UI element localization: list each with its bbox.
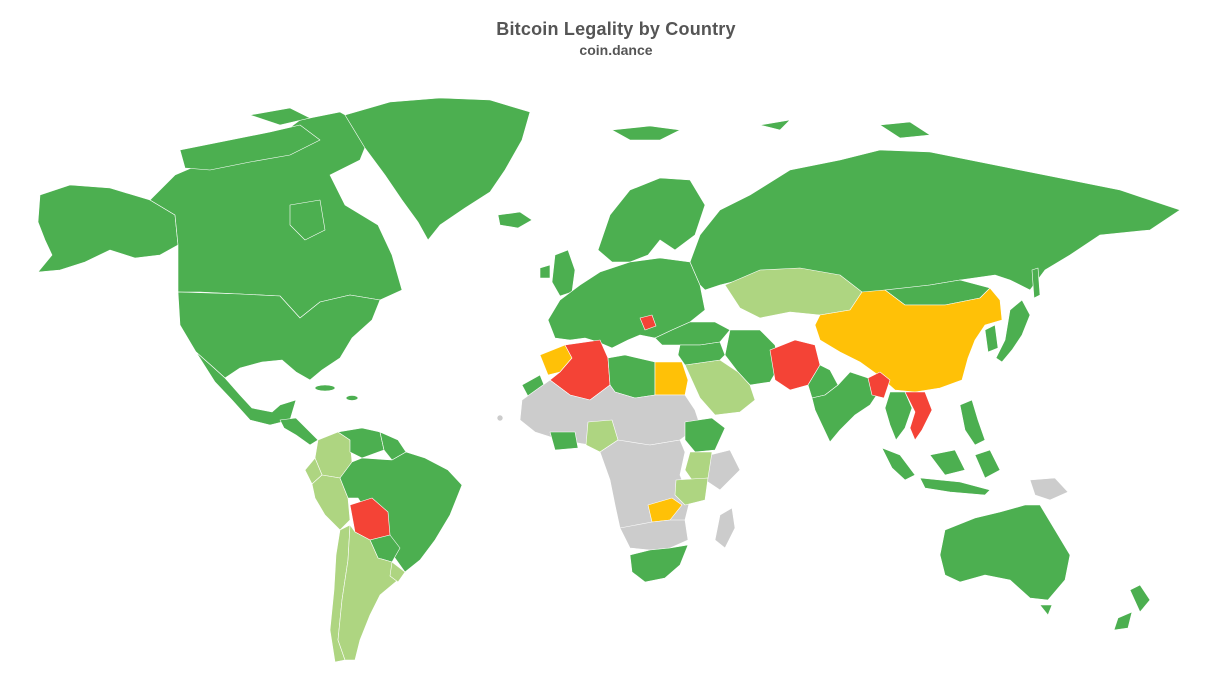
country-Egypt[interactable]	[654, 361, 689, 396]
country-Caribbean-2[interactable]	[345, 395, 359, 401]
country-Korea[interactable]	[984, 324, 999, 353]
country-Iceland[interactable]	[497, 211, 533, 229]
map-title: Bitcoin Legality by Country	[496, 19, 736, 39]
country-PNG[interactable]	[1029, 477, 1069, 501]
country-Vietnam[interactable]	[904, 391, 933, 441]
country-Bangladesh[interactable]	[867, 371, 891, 399]
country-Ghana[interactable]	[549, 431, 579, 451]
country-Philippines[interactable]	[959, 399, 986, 446]
country-Canada-islands[interactable]	[179, 107, 321, 171]
country-Turkey[interactable]	[654, 321, 731, 346]
country-Mexico[interactable]	[195, 351, 297, 426]
country-New-Zealand[interactable]	[1113, 584, 1151, 631]
country-South-Africa[interactable]	[629, 544, 689, 583]
country-Australia[interactable]	[939, 504, 1071, 601]
country-Uruguay[interactable]	[389, 561, 406, 583]
country-Iran[interactable]	[724, 329, 781, 386]
country-Venezuela[interactable]	[337, 427, 385, 459]
country-Peru[interactable]	[311, 474, 351, 531]
country-Zambia[interactable]	[647, 497, 683, 523]
country-Thailand[interactable]	[884, 391, 913, 441]
country-Tanzania[interactable]	[674, 477, 709, 506]
country-Arctic-islands[interactable]	[611, 119, 931, 141]
country-Caribbean[interactable]	[314, 384, 336, 392]
country-UK[interactable]	[539, 249, 576, 297]
country-Southern-Africa[interactable]	[619, 519, 689, 551]
country-CapeVerde[interactable]	[496, 414, 504, 422]
country-Japan[interactable]	[995, 299, 1031, 363]
country-Greenland[interactable]	[344, 97, 531, 241]
country-Argentina[interactable]	[337, 524, 399, 661]
country-Brazil[interactable]	[339, 451, 463, 573]
country-Libya[interactable]	[607, 354, 656, 399]
country-Levant[interactable]	[677, 341, 726, 366]
country-Ethiopia[interactable]	[684, 417, 726, 453]
country-Serbia[interactable]	[639, 314, 657, 331]
country-Saudi-Arabia[interactable]	[684, 359, 756, 416]
country-Central-America[interactable]	[279, 417, 319, 446]
country-India[interactable]	[811, 371, 881, 443]
country-Scandinavia[interactable]	[597, 177, 706, 263]
country-Kenya[interactable]	[684, 451, 713, 481]
country-Tasmania[interactable]	[1039, 604, 1053, 616]
country-China[interactable]	[814, 287, 1003, 393]
map-subtitle: coin.dance	[579, 42, 653, 58]
country-Madagascar[interactable]	[714, 507, 736, 549]
country-Indonesia[interactable]	[881, 447, 1001, 496]
country-Sakhalin[interactable]	[1031, 267, 1041, 299]
country-Alaska[interactable]	[37, 184, 179, 273]
